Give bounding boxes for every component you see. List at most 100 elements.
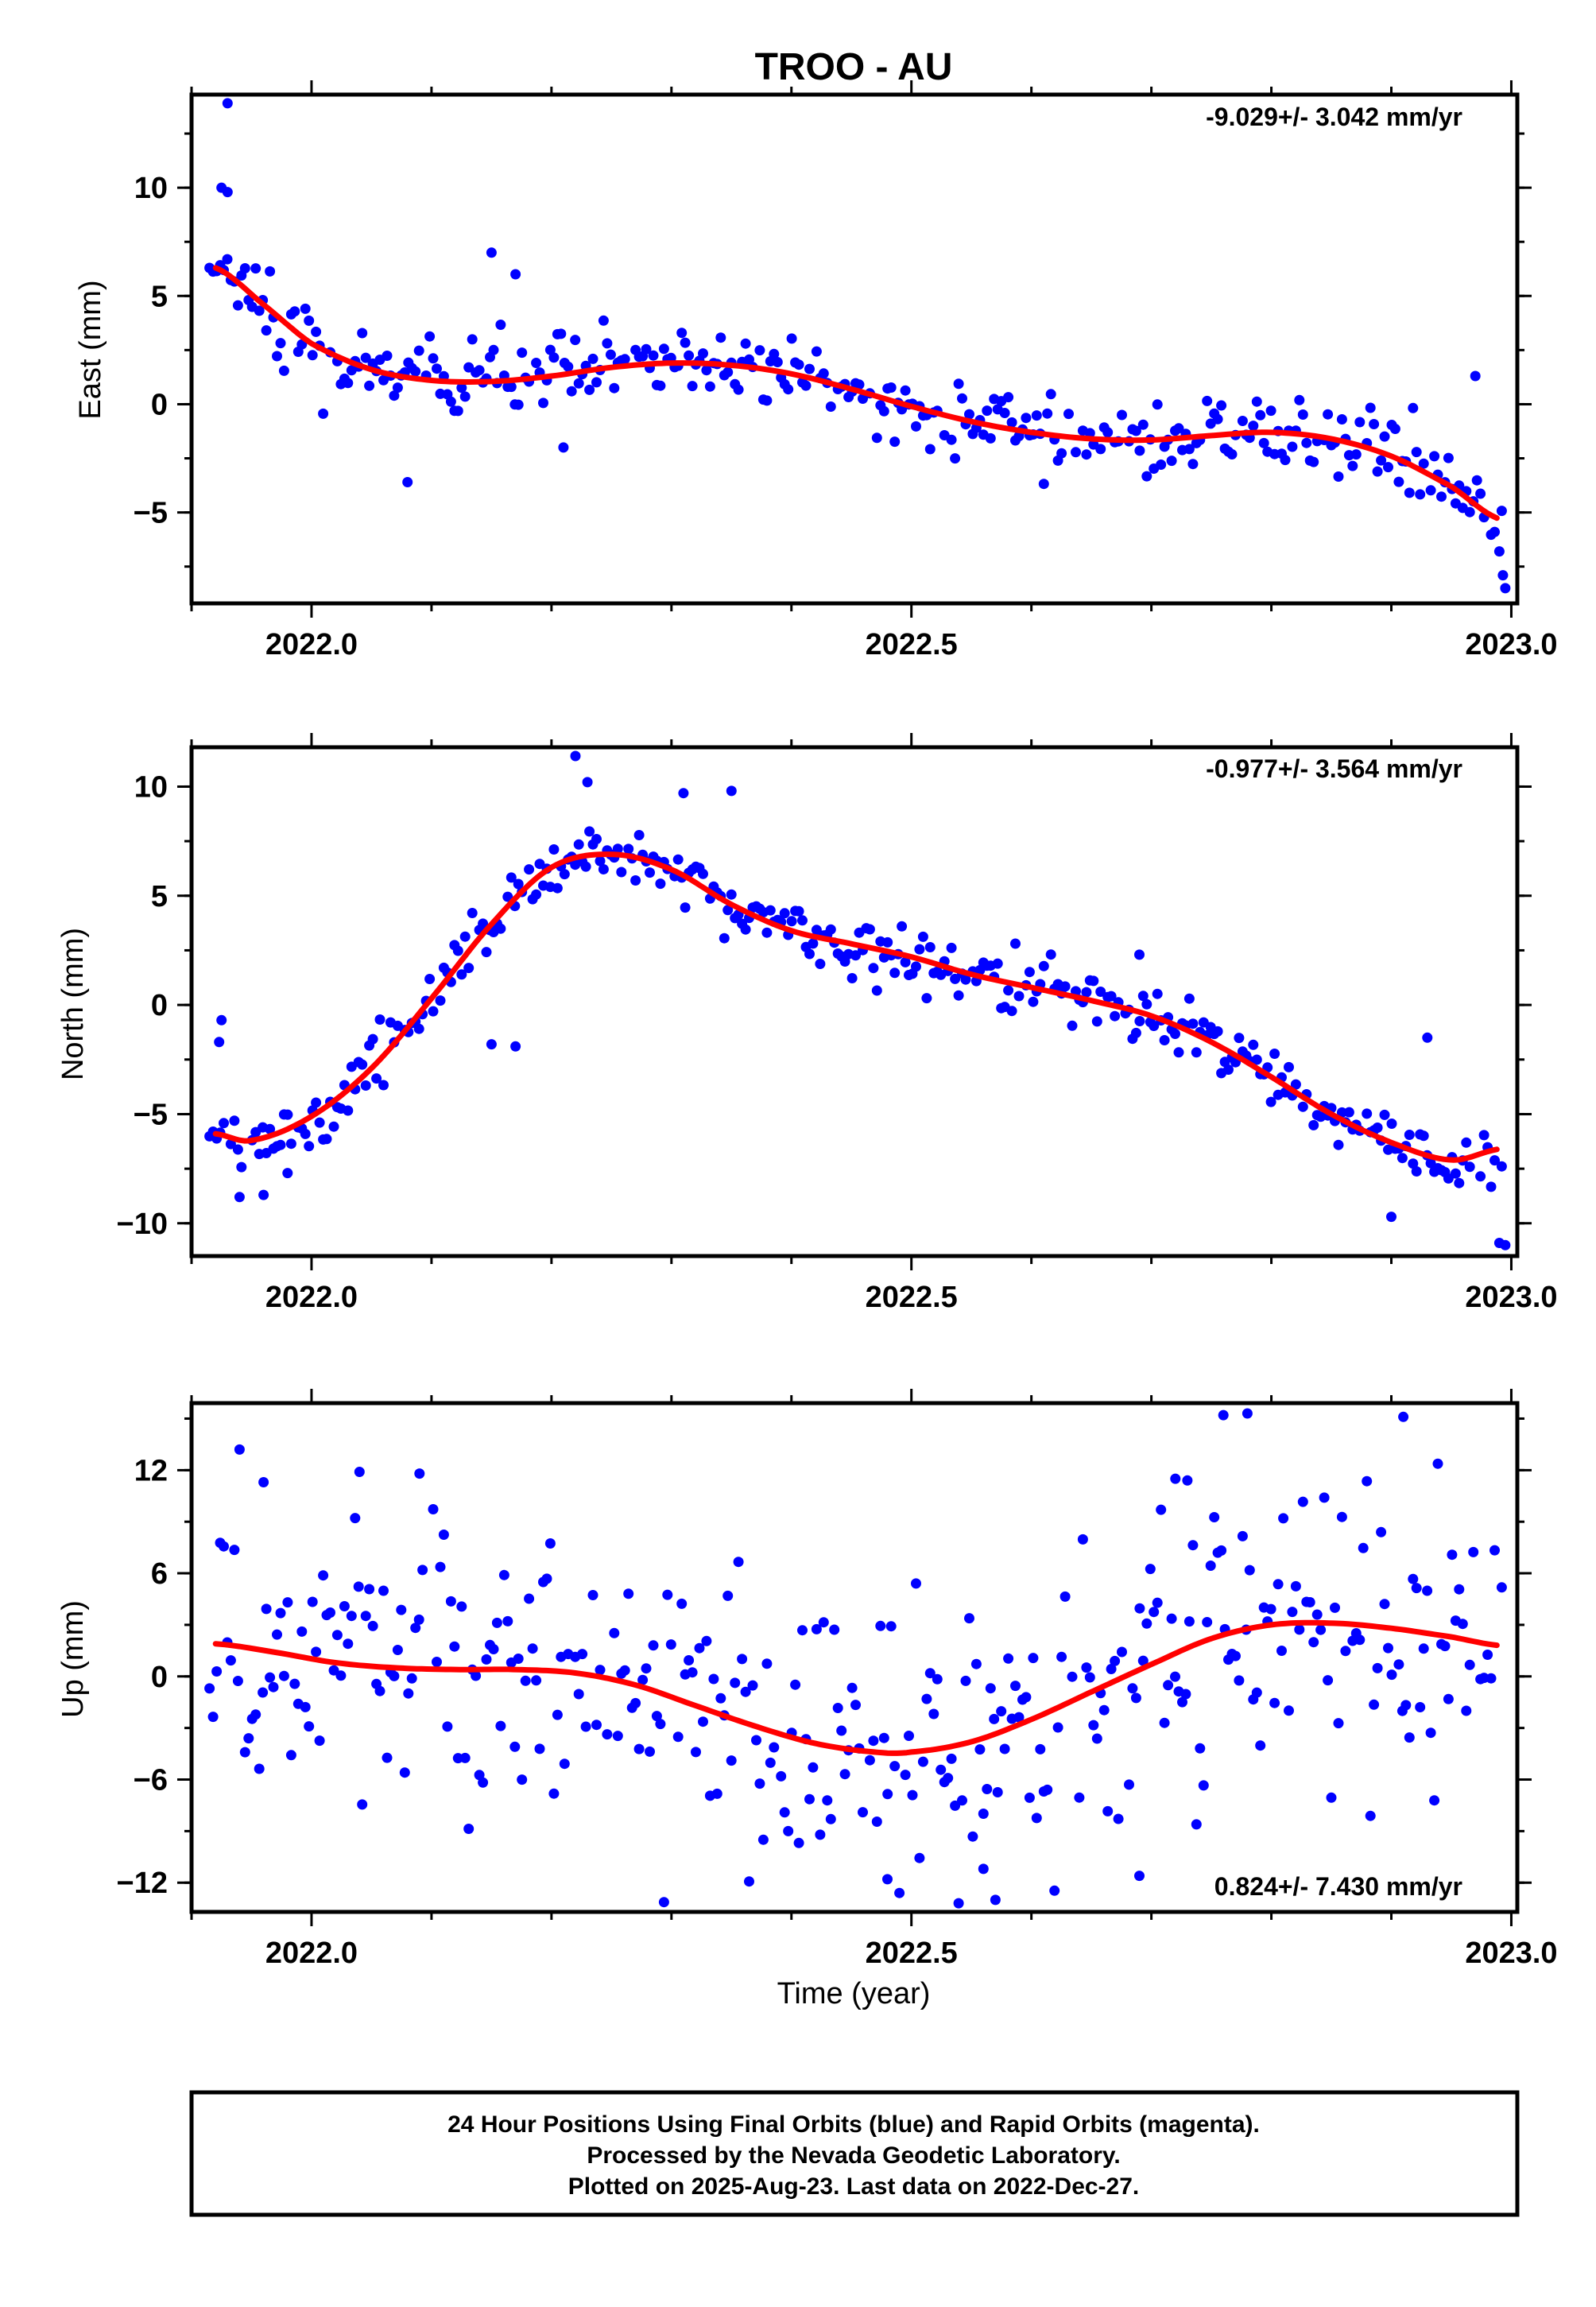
up-data-point: [1198, 1780, 1209, 1791]
up-data-point: [967, 1831, 978, 1842]
up-data-point: [751, 1735, 761, 1746]
east-data-point: [261, 325, 272, 336]
up-data-point: [1081, 1662, 1092, 1673]
up-data-point: [619, 1665, 630, 1676]
east-data-point: [402, 477, 413, 487]
up-data-point: [1166, 1613, 1177, 1624]
east-data-point: [1443, 452, 1454, 463]
up-data-point: [275, 1607, 286, 1619]
north-data-point: [595, 855, 606, 867]
east-data-point: [1418, 458, 1429, 469]
east-data-point: [587, 353, 598, 364]
north-data-point: [808, 938, 819, 949]
north-fit-line: [212, 851, 1500, 1163]
up-data-point: [1439, 1641, 1451, 1652]
north-data-point: [531, 889, 542, 900]
east-data-point: [1365, 402, 1376, 413]
north-data-point: [1493, 1238, 1505, 1248]
up-data-point: [808, 1762, 819, 1773]
east-data-point: [648, 350, 659, 361]
north-data-point: [214, 1037, 225, 1048]
up-data-point: [1432, 1458, 1443, 1469]
east-data-point: [1141, 471, 1152, 482]
up-data-point: [655, 1719, 666, 1730]
up-data-point: [740, 1686, 751, 1697]
north-data-point: [1091, 1016, 1102, 1027]
east-data-point: [598, 315, 609, 326]
up-data-point: [691, 1747, 701, 1758]
up-data-point: [364, 1584, 375, 1595]
east-data-point: [265, 266, 276, 277]
east-data-point: [1323, 409, 1334, 420]
up-data-point: [531, 1675, 542, 1686]
north-data-point: [871, 985, 882, 996]
up-data-point: [392, 1645, 403, 1655]
up-data-point: [232, 1676, 243, 1686]
north-data-point: [216, 1014, 227, 1026]
up-data-point: [229, 1545, 240, 1556]
up-data-point: [904, 1731, 914, 1741]
up-data-point: [978, 1863, 989, 1875]
north-data-point: [1045, 949, 1056, 960]
up-data-point: [737, 1654, 748, 1665]
north-data-point: [672, 854, 684, 865]
north-data-point: [850, 950, 861, 961]
north-data-point: [1297, 1101, 1308, 1112]
east-data-point: [1134, 445, 1145, 456]
east-data-point: [1280, 455, 1291, 466]
east-data-point: [382, 351, 393, 361]
up-data-point: [325, 1607, 335, 1618]
east-data-point: [733, 384, 744, 395]
up-data-point: [850, 1700, 861, 1711]
north-data: [204, 750, 1511, 1250]
east-data-point: [1021, 413, 1032, 424]
up-data-point: [832, 1703, 843, 1713]
north-data-point: [1450, 1168, 1461, 1179]
east-ylabel: East (mm): [74, 280, 107, 419]
up-data-point: [936, 1764, 947, 1775]
north-data-point: [914, 944, 925, 955]
up-data-point: [990, 1894, 1001, 1906]
up-data-point: [1134, 1871, 1145, 1882]
up-data-point: [1209, 1512, 1220, 1522]
east-data-point: [486, 247, 497, 258]
up-data-point: [645, 1746, 655, 1757]
up-data-point: [708, 1673, 719, 1685]
east-data-point: [1265, 405, 1276, 417]
north-data-point: [1159, 1035, 1170, 1045]
up-data-point: [744, 1876, 754, 1887]
up-data-point: [544, 1538, 556, 1549]
east-data-point: [1183, 444, 1195, 455]
up-data-point: [318, 1570, 329, 1581]
up-data-point: [985, 1683, 996, 1694]
east-data-point: [602, 338, 613, 349]
east-data-point: [364, 380, 375, 391]
east-data-point: [1471, 475, 1482, 486]
up-ylabel: Up (mm): [56, 1600, 90, 1718]
north-data-point: [360, 1080, 371, 1091]
east-data-point: [1425, 485, 1436, 496]
north-data-point: [1013, 991, 1025, 1002]
up-data-point: [694, 1642, 705, 1654]
east-data-point: [424, 331, 436, 342]
east-data-point: [605, 349, 616, 360]
up-data-point: [335, 1670, 347, 1681]
up-data-point: [304, 1721, 315, 1732]
up-data-point: [992, 1787, 1003, 1797]
up-data-point: [1454, 1584, 1465, 1595]
up-data-point: [932, 1673, 943, 1685]
up-data-point: [502, 1615, 513, 1627]
east-data-point: [1063, 409, 1074, 420]
north-data-point: [463, 963, 475, 974]
north-data-point: [846, 973, 858, 983]
up-data-point: [917, 1756, 928, 1767]
north-data-point: [1081, 987, 1092, 998]
east-data-point: [722, 366, 734, 378]
east-data-point: [1489, 526, 1500, 537]
up-data-point: [894, 1887, 905, 1898]
up-data-point: [1273, 1579, 1284, 1590]
east-data-point: [410, 366, 421, 377]
north-data-point: [765, 905, 776, 916]
up-data-point: [1362, 1475, 1373, 1487]
north-data-point: [232, 1144, 243, 1155]
